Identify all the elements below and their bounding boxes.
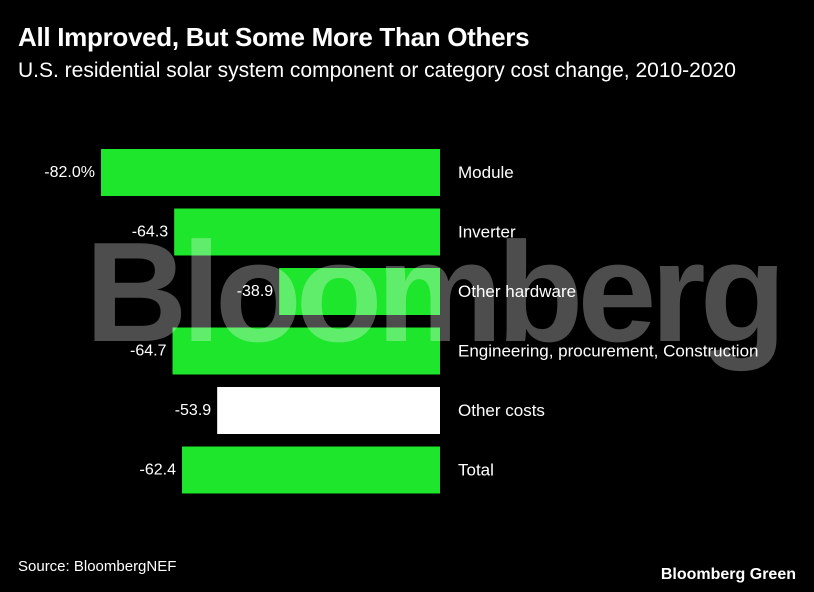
category-label: Module (458, 163, 514, 182)
chart-subtitle: U.S. residential solar system component … (18, 59, 736, 82)
data-label: -62.4 (140, 462, 177, 479)
bar-module (101, 149, 440, 196)
brand-logo: Bloomberg Green (660, 566, 796, 583)
category-label: Other costs (458, 401, 545, 420)
bar-total (182, 446, 440, 494)
source-note: Source: BloombergNEF (18, 558, 177, 575)
bar-other-hardware (279, 268, 440, 315)
data-label: -53.9 (175, 402, 212, 419)
bar-inverter (174, 208, 441, 256)
data-label: -82.0% (44, 164, 95, 181)
category-label: Other hardware (458, 282, 576, 301)
category-label: Engineering, procurement, Construction (458, 342, 759, 361)
bar-other-costs (217, 387, 440, 434)
data-label: -64.3 (132, 224, 169, 241)
data-label: -64.7 (130, 343, 167, 360)
bar-engineering-procurement-construction (172, 327, 440, 375)
chart-title: All Improved, But Some More Than Others (18, 22, 530, 52)
category-label: Inverter (458, 223, 516, 242)
data-label: -38.9 (237, 283, 274, 300)
category-label: Total (458, 461, 494, 480)
